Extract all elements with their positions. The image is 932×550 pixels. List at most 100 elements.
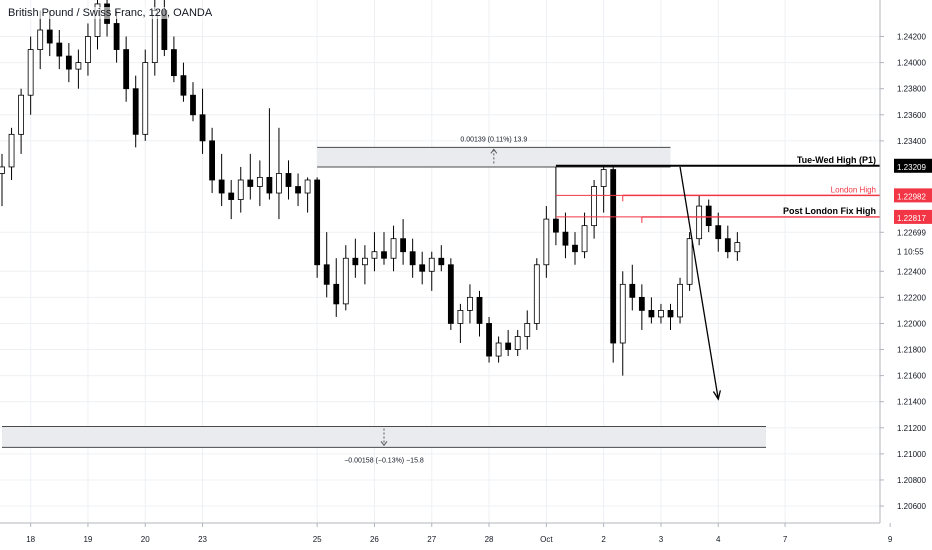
candles-layer [0,0,741,376]
candle-down [170,49,177,77]
candle-down [314,179,321,266]
candle-up [256,176,263,187]
candle-down [132,88,139,135]
projection-arrow-shaft [679,166,719,400]
candle-up [524,323,531,337]
level-price-box [894,158,932,173]
candle-up [734,242,741,253]
candle-down [476,296,483,324]
candle-down [486,323,492,357]
price-tick-label: 1.23600 [897,111,926,120]
candle-down [610,169,617,344]
time-tick-label: 26 [370,535,379,544]
candle-down [667,310,674,318]
measure-zone [317,147,671,167]
candle-up [457,310,464,324]
price-tick-label: 1.23800 [897,85,926,94]
level-price-label: 1.22817 [897,214,926,223]
candle-down [333,283,340,305]
candle-up [428,257,435,272]
price-tick-label: 1.21200 [897,424,926,433]
candle-up [600,169,607,187]
price-tick-label: 1.21600 [897,372,926,381]
candle-down [629,283,636,298]
candle-down [562,231,569,246]
candle-down [65,55,72,70]
time-tick-label: 4 [716,535,721,544]
candle-down [46,29,53,44]
candle-down [648,310,655,318]
time-tick-label: 20 [141,535,150,544]
candle-down [209,140,216,181]
time-tick-label: 3 [659,535,664,544]
time-tick-label: 23 [198,535,207,544]
candle-up [94,3,101,37]
level-name: Tue-Wed High (P1) [797,155,876,165]
zone-layer: 0.00139 (0.11%) 13.9 −0.00158 (−0.13%) −1… [2,136,766,464]
level-price-label: 1.23209 [897,163,926,172]
price-tick-label: 1.20800 [897,476,926,485]
candle-down [572,244,578,253]
arrow-down-icon [712,390,721,401]
candle-up [142,62,149,135]
candle-up [237,179,244,200]
candle-up [371,251,378,259]
candle-down [180,75,187,96]
candle-up [467,296,473,311]
price-axis-panel [880,0,932,550]
candle-up [0,166,5,174]
candle-up [85,36,91,64]
price-tick-label: 1.20600 [897,502,926,511]
candle-down [123,49,130,90]
time-tick-label: 18 [26,535,35,544]
level-price-box [894,209,932,224]
candle-up [543,218,550,266]
time-tick-label: 28 [485,535,494,544]
price-tick-label: 1.22400 [897,267,926,276]
candle-down [381,251,387,259]
candle-up [361,257,368,266]
candle-down [247,179,254,187]
price-tick-label: 1.22699 [897,228,926,237]
candle-down [553,218,559,233]
candle-down [705,205,712,227]
candle-down [505,342,512,350]
time-tick-label: 19 [83,535,92,544]
candle-up [8,133,15,168]
candle-down [266,176,273,194]
candle-up [677,283,683,318]
candle-up [18,94,25,135]
candle-up [619,283,626,344]
candle-up [533,264,540,324]
zone-down-arrow-icon [380,441,388,447]
candle-up [591,186,597,227]
candle-down [218,179,225,194]
chart-title: British Pound / Swiss Franc, 120, OANDA [6,7,215,19]
candle-down [285,173,292,187]
candle-down [295,186,301,194]
zone-label: −0.00158 (−0.13%) −15.8 [344,457,424,464]
candle-down [638,296,645,311]
candle-down [190,94,196,116]
price-tick-label: 1.22000 [897,319,926,328]
candle-down [352,257,359,266]
candle-down [56,42,63,57]
candle-up [514,336,521,350]
price-tick-label: 1.21000 [897,450,926,459]
candle-up [686,238,693,285]
price-tick-label: 1.22200 [897,293,926,302]
candle-up [342,257,349,305]
time-tick-label: 9 [888,535,893,544]
time-tick-label: 25 [313,535,322,544]
zone-label: 0.00139 (0.11%) 13.9 [460,136,527,143]
candle-down [228,192,235,200]
candle-down [113,23,120,50]
candle-down [447,264,454,324]
price-tick-label: 1.24000 [897,59,926,68]
level-price-box [894,188,932,203]
candle-down [419,264,426,272]
price-tick-label: 1.21400 [897,398,926,407]
level-price-label: 1.22982 [897,192,926,201]
